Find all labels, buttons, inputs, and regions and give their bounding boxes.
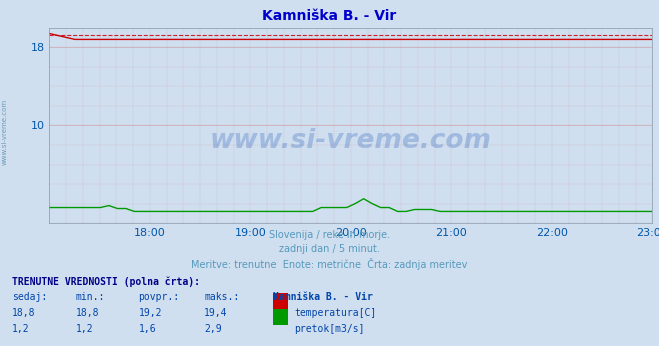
Text: 1,2: 1,2 [76, 324, 94, 334]
Text: www.si-vreme.com: www.si-vreme.com [2, 98, 8, 165]
Text: povpr.:: povpr.: [138, 292, 179, 302]
Text: Meritve: trenutne  Enote: metrične  Črta: zadnja meritev: Meritve: trenutne Enote: metrične Črta: … [191, 258, 468, 270]
Text: www.si-vreme.com: www.si-vreme.com [210, 128, 492, 154]
Text: zadnji dan / 5 minut.: zadnji dan / 5 minut. [279, 244, 380, 254]
Text: Kamniška B. - Vir: Kamniška B. - Vir [262, 9, 397, 22]
Text: Kamniška B. - Vir: Kamniška B. - Vir [273, 292, 374, 302]
Text: temperatura[C]: temperatura[C] [295, 308, 377, 318]
Text: sedaj:: sedaj: [12, 292, 47, 302]
Text: Slovenija / reke in morje.: Slovenija / reke in morje. [269, 230, 390, 240]
Text: pretok[m3/s]: pretok[m3/s] [295, 324, 365, 334]
Text: 19,4: 19,4 [204, 308, 228, 318]
Text: 1,6: 1,6 [138, 324, 156, 334]
Text: 18,8: 18,8 [12, 308, 36, 318]
Text: 2,9: 2,9 [204, 324, 222, 334]
Text: TRENUTNE VREDNOSTI (polna črta):: TRENUTNE VREDNOSTI (polna črta): [12, 277, 200, 287]
Text: 19,2: 19,2 [138, 308, 162, 318]
Text: 18,8: 18,8 [76, 308, 100, 318]
Text: min.:: min.: [76, 292, 105, 302]
Text: 1,2: 1,2 [12, 324, 30, 334]
Text: maks.:: maks.: [204, 292, 239, 302]
